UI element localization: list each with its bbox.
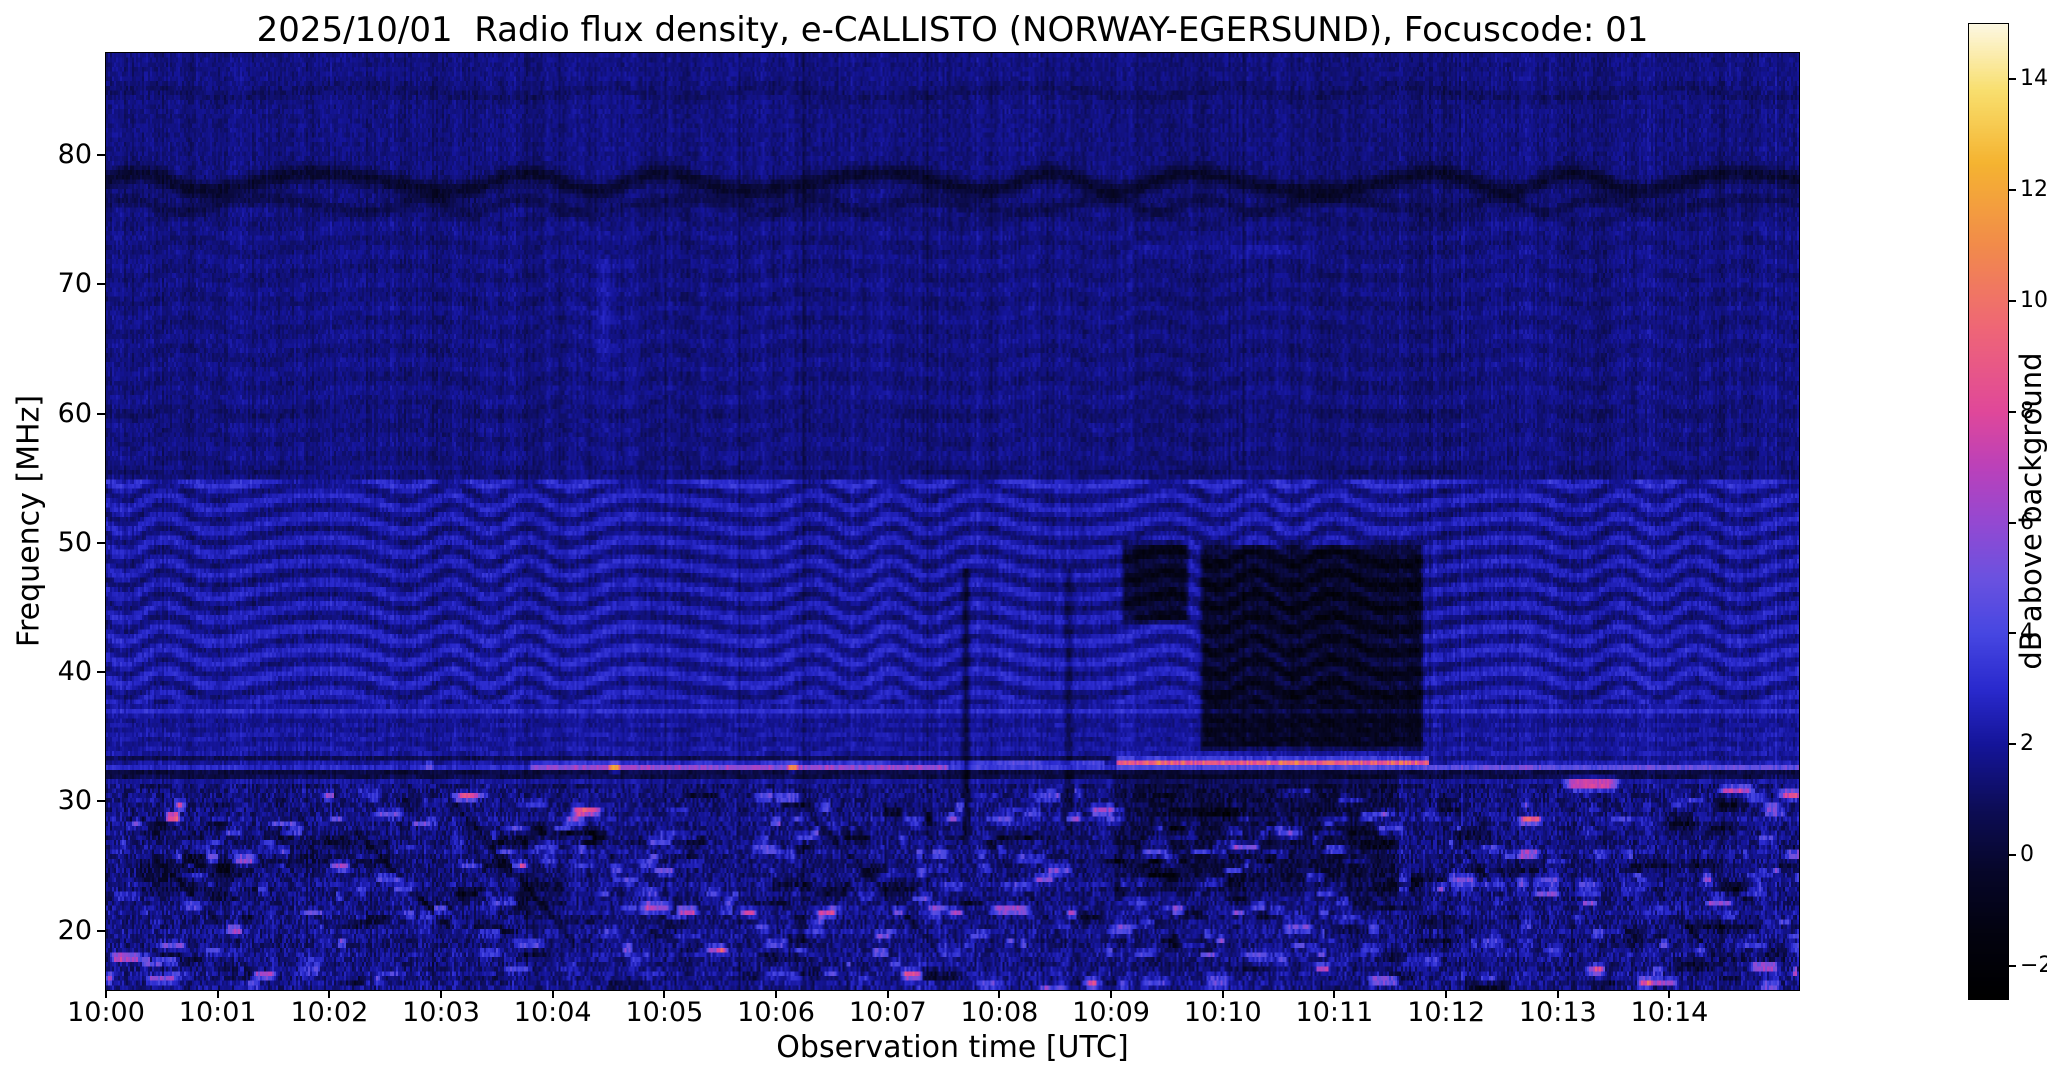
- colorbar-tick-mark: [2009, 853, 2016, 856]
- colorbar-tick-label: 10: [2020, 287, 2047, 313]
- colorbar: [1968, 23, 2009, 1000]
- x-tick-mark: [663, 990, 666, 998]
- x-axis-label: Observation time [UTC]: [776, 1030, 1129, 1065]
- colorbar-tick-mark: [2009, 189, 2016, 192]
- colorbar-tick-label: 6: [2020, 509, 2034, 535]
- x-tick-mark: [1221, 990, 1224, 998]
- colorbar-tick-label: 4: [2020, 620, 2034, 646]
- spectrogram-canvas: [105, 52, 1800, 991]
- y-tick-label: 60: [57, 397, 92, 429]
- colorbar-tick-label: 8: [2020, 398, 2034, 424]
- y-tick-mark: [97, 154, 105, 157]
- x-tick-label: 10:08: [960, 997, 1039, 1028]
- y-tick-label: 40: [57, 656, 92, 688]
- x-tick-mark: [328, 990, 331, 998]
- y-tick-label: 80: [57, 139, 92, 171]
- x-tick-mark: [440, 990, 443, 998]
- x-tick-label: 10:09: [1072, 997, 1150, 1028]
- colorbar-tick-label: 0: [2020, 841, 2034, 867]
- colorbar-tick-mark: [2009, 410, 2016, 413]
- x-tick-label: 10:14: [1630, 997, 1709, 1028]
- x-tick-label: 10:07: [848, 997, 927, 1028]
- x-tick-label: 10:04: [513, 997, 592, 1028]
- x-tick-label: 10:06: [737, 997, 815, 1028]
- colorbar-tick-mark: [2009, 78, 2016, 81]
- x-tick-label: 10:10: [1183, 997, 1262, 1028]
- x-tick-mark: [1445, 990, 1448, 998]
- x-tick-mark: [1333, 990, 1336, 998]
- y-tick-mark: [97, 800, 105, 803]
- y-axis-label: Frequency [MHz]: [11, 394, 47, 648]
- x-tick-mark: [775, 990, 778, 998]
- colorbar-tick-label: 2: [2020, 731, 2034, 757]
- colorbar-tick-mark: [2009, 521, 2016, 524]
- y-tick-mark: [97, 412, 105, 415]
- y-tick-label: 50: [57, 526, 92, 558]
- y-tick-label: 30: [57, 785, 92, 817]
- colorbar-tick-mark: [2009, 743, 2016, 746]
- x-tick-label: 10:02: [290, 997, 369, 1028]
- chart-title: 2025/10/01 Radio flux density, e-CALLIST…: [256, 10, 1649, 50]
- x-tick-label: 10:13: [1518, 997, 1597, 1028]
- y-tick-mark: [97, 283, 105, 286]
- colorbar-tick-mark: [2009, 299, 2016, 302]
- x-tick-label: 10:11: [1295, 997, 1374, 1028]
- x-tick-mark: [551, 990, 554, 998]
- x-tick-mark: [998, 990, 1001, 998]
- y-tick-mark: [97, 929, 105, 932]
- x-tick-mark: [216, 990, 219, 998]
- x-tick-mark: [1110, 990, 1113, 998]
- y-tick-mark: [97, 541, 105, 544]
- colorbar-tick-mark: [2009, 964, 2016, 967]
- x-tick-label: 10:01: [178, 997, 257, 1028]
- colorbar-tick-label: 12: [2020, 177, 2047, 203]
- x-tick-label: 10:05: [625, 997, 704, 1028]
- colorbar-label: dB above background: [2014, 352, 2047, 670]
- x-tick-mark: [886, 990, 889, 998]
- x-tick-label: 10:12: [1407, 997, 1485, 1028]
- colorbar-tick-mark: [2009, 632, 2016, 635]
- x-tick-mark: [105, 990, 107, 998]
- colorbar-tick-label: −2: [2020, 952, 2047, 978]
- y-tick-mark: [97, 671, 105, 674]
- y-tick-label: 20: [57, 914, 92, 946]
- x-tick-mark: [1556, 990, 1559, 998]
- x-tick-label: 10:03: [402, 997, 480, 1028]
- y-tick-label: 70: [57, 268, 92, 300]
- x-tick-mark: [1668, 990, 1671, 998]
- colorbar-tick-label: 14: [2020, 66, 2047, 92]
- x-tick-label: 10:00: [67, 997, 145, 1028]
